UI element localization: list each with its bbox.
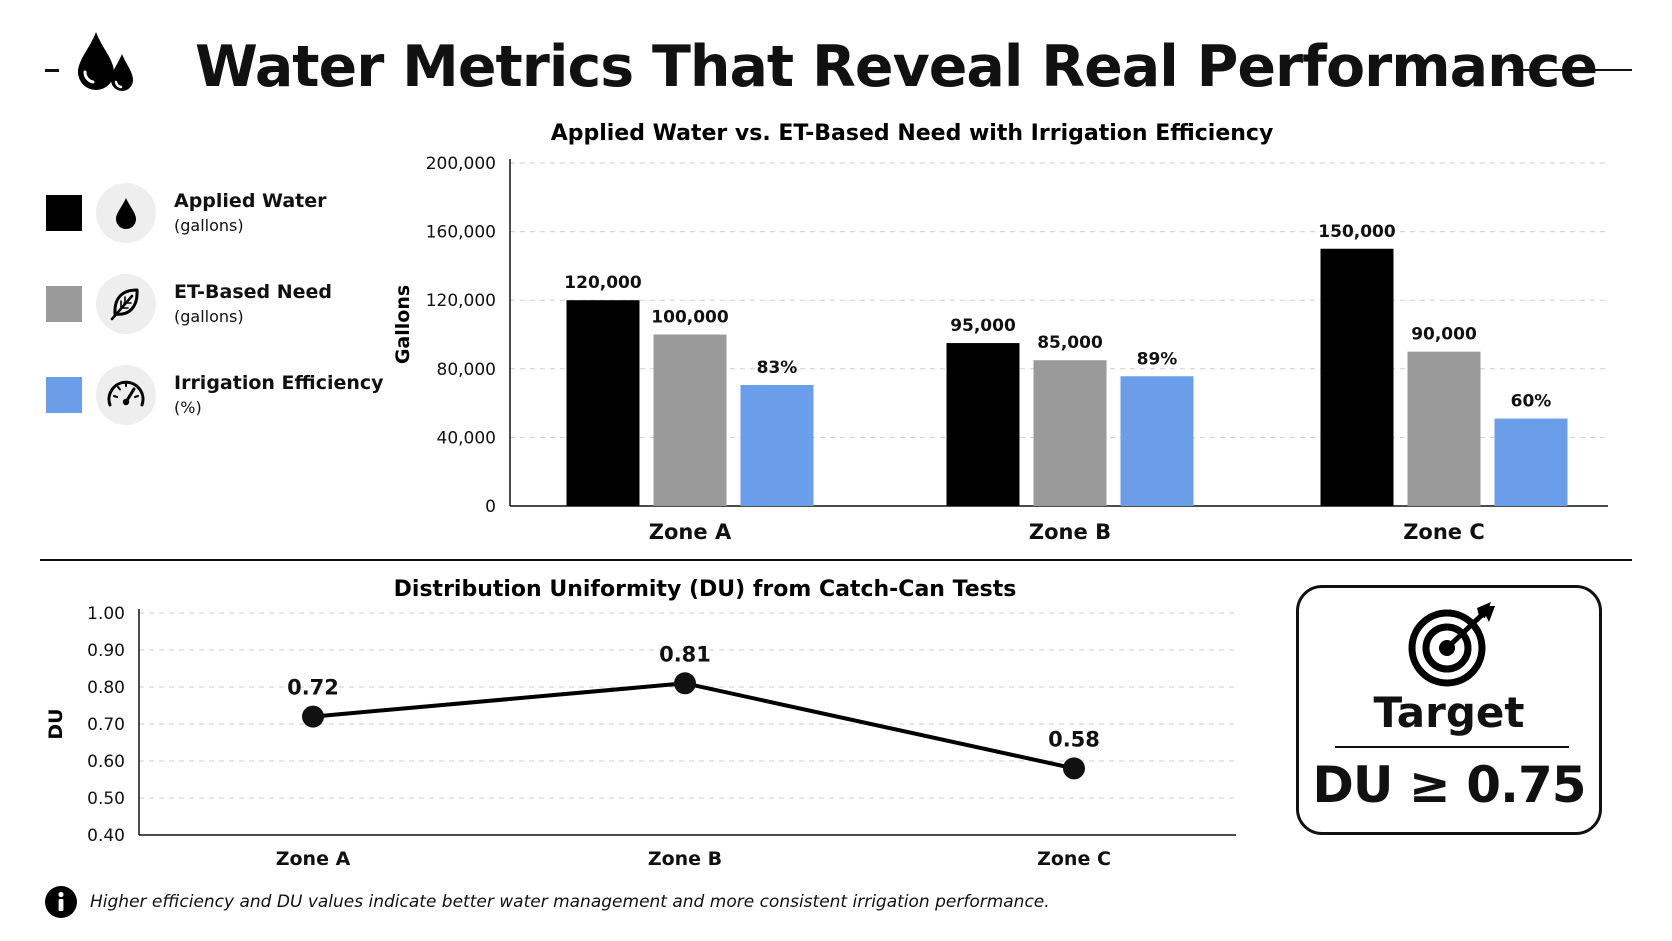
legend-unit: (gallons) — [174, 216, 244, 235]
data-label: 150,000 — [1318, 222, 1396, 242]
legend-unit: (%) — [174, 398, 202, 417]
water-drops-icon — [74, 28, 138, 104]
data-label: 85,000 — [1037, 333, 1103, 353]
x-tick-label: Zone C — [1037, 848, 1111, 870]
legend-unit: (gallons) — [174, 307, 244, 326]
y-tick-label: 40,000 — [437, 428, 496, 448]
legend-swatch-applied-water — [46, 195, 82, 231]
bar-chart: Applied Water vs. ET-Based Need with Irr… — [392, 121, 1608, 544]
legend-item-et-based-need: ET-Based Need (gallons) — [44, 273, 384, 334]
page-title: Water Metrics That Reveal Real Performan… — [195, 34, 1598, 100]
section-divider — [40, 559, 1632, 561]
legend-item-irrigation-efficiency: Irrigation Efficiency (%) — [44, 364, 384, 425]
series-line — [312, 681, 1075, 771]
target-card: Target DU ≥ 0.75 — [1296, 585, 1602, 835]
data-label: 95,000 — [950, 316, 1016, 336]
bar — [1494, 418, 1568, 506]
x-tick-label: Zone A — [649, 520, 732, 544]
target-value: DU ≥ 0.75 — [1312, 756, 1586, 814]
data-point — [302, 705, 324, 728]
y-tick-label: 0.80 — [87, 678, 125, 698]
bar — [740, 385, 814, 506]
leaf-icon — [96, 274, 156, 334]
bar — [1033, 360, 1107, 506]
data-label: 90,000 — [1411, 325, 1477, 345]
bar-chart-y-axis-label: Gallons — [392, 285, 414, 364]
y-tick-label: 1.00 — [87, 604, 125, 624]
data-label: 0.72 — [287, 676, 339, 700]
y-tick-label: 0.70 — [87, 715, 125, 735]
x-tick-label: Zone B — [1029, 520, 1111, 544]
bar-chart-title: Applied Water vs. ET-Based Need with Irr… — [551, 121, 1274, 146]
line-chart-y-axis-label: DU — [45, 708, 67, 739]
legend-label: Applied Water — [174, 190, 327, 212]
y-tick-label: 120,000 — [426, 291, 496, 311]
y-tick-label: 0.90 — [87, 641, 125, 661]
water-drop-icon — [96, 183, 156, 243]
data-point — [674, 672, 696, 695]
bar — [1320, 248, 1394, 506]
data-label: 100,000 — [651, 308, 729, 328]
target-label: Target — [1373, 688, 1525, 737]
legend-item-applied-water: Applied Water (gallons) — [44, 182, 384, 243]
line-chart-title: Distribution Uniformity (DU) from Catch-… — [394, 577, 1017, 602]
bar — [946, 343, 1020, 506]
data-label: 83% — [757, 358, 798, 378]
bar — [1120, 376, 1194, 506]
bar — [1407, 351, 1481, 506]
gauge-icon — [96, 365, 156, 425]
header-left-rule — [45, 69, 59, 72]
data-label: 0.81 — [659, 642, 711, 666]
bar — [566, 300, 640, 506]
x-tick-label: Zone C — [1403, 520, 1485, 544]
data-label: 60% — [1511, 392, 1552, 412]
x-tick-label: Zone A — [276, 848, 351, 870]
y-tick-label: 0.50 — [87, 789, 125, 809]
bar — [653, 334, 727, 506]
legend-swatch-irrigation-efficiency — [46, 377, 82, 413]
header: Water Metrics That Reveal Real Performan… — [0, 0, 1672, 130]
y-tick-label: 160,000 — [426, 223, 496, 243]
y-tick-label: 0 — [485, 497, 496, 517]
y-tick-label: 200,000 — [426, 154, 496, 174]
data-label: 0.58 — [1048, 727, 1100, 751]
target-divider — [1335, 746, 1569, 748]
x-tick-label: Zone B — [648, 848, 722, 870]
legend-label: Irrigation Efficiency — [174, 372, 384, 394]
footnote: Higher efficiency and DU values indicate… — [44, 885, 1244, 919]
target-icon — [1407, 602, 1497, 692]
y-tick-label: 80,000 — [437, 360, 496, 380]
legend-label: ET-Based Need — [174, 281, 333, 303]
info-icon — [44, 885, 78, 923]
y-tick-label: 0.40 — [87, 826, 125, 846]
y-tick-label: 0.60 — [87, 752, 125, 772]
legend-swatch-et-based-need — [46, 286, 82, 322]
header-right-rule — [1508, 69, 1632, 71]
data-point — [1063, 757, 1085, 780]
data-label: 89% — [1137, 349, 1178, 369]
data-label: 120,000 — [564, 273, 642, 293]
footnote-text: Higher efficiency and DU values indicate… — [90, 892, 1050, 912]
